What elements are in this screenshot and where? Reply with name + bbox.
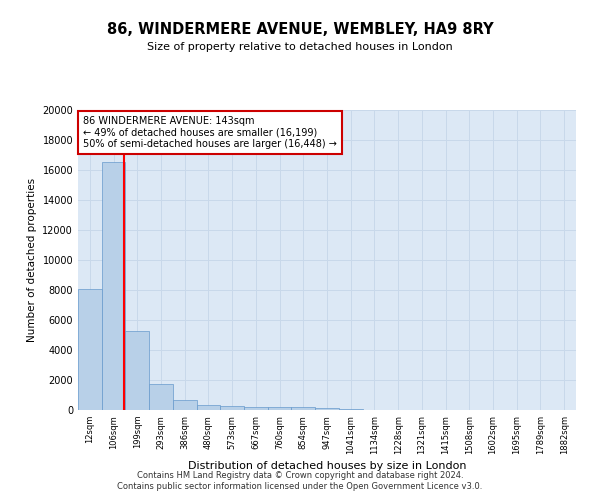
Bar [149,384,173,410]
Y-axis label: Number of detached properties: Number of detached properties [27,178,37,342]
Bar [125,330,149,410]
Text: Contains HM Land Registry data © Crown copyright and database right 2024.: Contains HM Land Registry data © Crown c… [137,470,463,480]
Bar [339,409,362,410]
Bar [315,408,339,410]
Bar [78,288,102,410]
Text: Size of property relative to detached houses in London: Size of property relative to detached ho… [147,42,453,52]
Text: 86, WINDERMERE AVENUE, WEMBLEY, HA9 8RY: 86, WINDERMERE AVENUE, WEMBLEY, HA9 8RY [107,22,493,38]
Bar [220,406,244,410]
Bar [244,407,268,410]
X-axis label: Distribution of detached houses by size in London: Distribution of detached houses by size … [188,461,466,471]
Bar [102,162,125,410]
Bar [268,408,292,410]
Bar [292,408,315,410]
Text: Contains public sector information licensed under the Open Government Licence v3: Contains public sector information licen… [118,482,482,491]
Text: 86 WINDERMERE AVENUE: 143sqm
← 49% of detached houses are smaller (16,199)
50% o: 86 WINDERMERE AVENUE: 143sqm ← 49% of de… [83,116,337,149]
Bar [197,405,220,410]
Bar [173,400,197,410]
